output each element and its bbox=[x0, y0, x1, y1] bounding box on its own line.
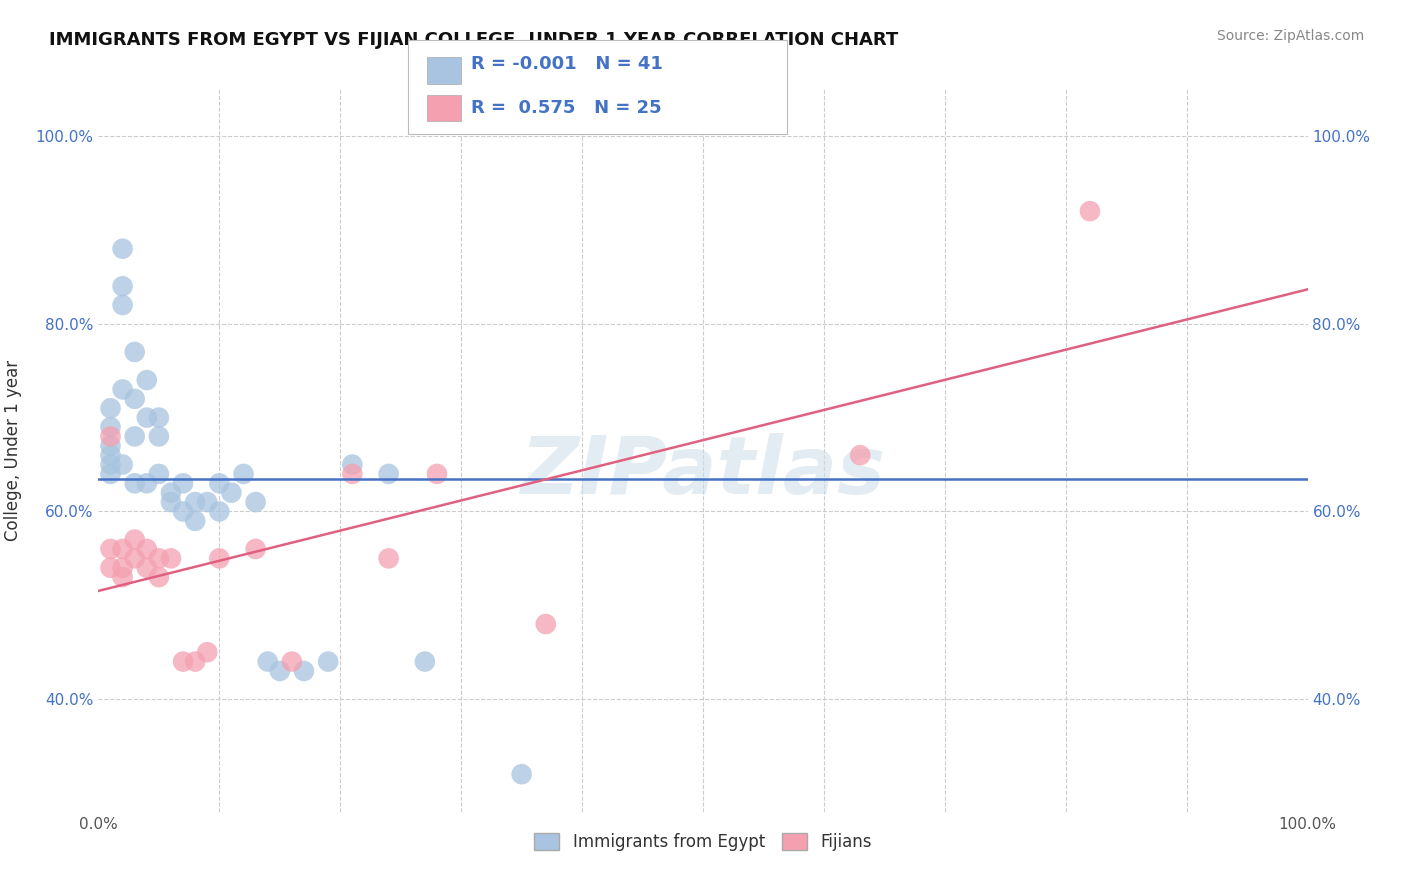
Point bbox=[135, 410, 157, 425]
Point bbox=[316, 655, 339, 669]
Point bbox=[100, 467, 122, 481]
Point bbox=[426, 467, 449, 481]
Point bbox=[124, 429, 146, 443]
Point bbox=[534, 617, 557, 632]
Point bbox=[221, 485, 243, 500]
Point bbox=[111, 570, 134, 584]
Point bbox=[111, 458, 134, 472]
Point bbox=[208, 504, 231, 518]
Point bbox=[111, 560, 134, 574]
Point bbox=[148, 467, 170, 481]
Point bbox=[124, 551, 146, 566]
Point bbox=[100, 401, 122, 416]
Point bbox=[195, 495, 218, 509]
Point bbox=[292, 664, 315, 678]
Point bbox=[413, 655, 436, 669]
Point bbox=[100, 429, 122, 443]
Point bbox=[111, 298, 134, 312]
Text: R = -0.001   N = 41: R = -0.001 N = 41 bbox=[471, 55, 662, 73]
Point bbox=[100, 448, 122, 462]
Point bbox=[849, 448, 872, 462]
Point bbox=[148, 570, 170, 584]
Point bbox=[100, 458, 122, 472]
Point bbox=[111, 541, 134, 556]
Point bbox=[100, 439, 122, 453]
Point bbox=[195, 645, 218, 659]
Point bbox=[135, 560, 157, 574]
Point bbox=[172, 476, 194, 491]
Point bbox=[100, 541, 122, 556]
Point bbox=[377, 551, 399, 566]
Point bbox=[100, 420, 122, 434]
Point bbox=[269, 664, 291, 678]
Legend: Immigrants from Egypt, Fijians: Immigrants from Egypt, Fijians bbox=[527, 826, 879, 857]
Text: Source: ZipAtlas.com: Source: ZipAtlas.com bbox=[1216, 29, 1364, 43]
Point bbox=[208, 476, 231, 491]
Point bbox=[172, 655, 194, 669]
Point bbox=[184, 495, 207, 509]
Point bbox=[245, 541, 267, 556]
Point bbox=[148, 410, 170, 425]
Point bbox=[148, 551, 170, 566]
Text: R =  0.575   N = 25: R = 0.575 N = 25 bbox=[471, 99, 662, 117]
Point bbox=[148, 429, 170, 443]
Point bbox=[208, 551, 231, 566]
Point bbox=[184, 514, 207, 528]
Point bbox=[124, 533, 146, 547]
Point bbox=[232, 467, 254, 481]
Point bbox=[135, 541, 157, 556]
Point bbox=[245, 495, 267, 509]
Point bbox=[135, 373, 157, 387]
Point bbox=[111, 242, 134, 256]
Point bbox=[281, 655, 304, 669]
Point bbox=[256, 655, 278, 669]
Point bbox=[124, 476, 146, 491]
Text: ZIPatlas: ZIPatlas bbox=[520, 434, 886, 511]
Point bbox=[342, 467, 364, 481]
Point bbox=[100, 560, 122, 574]
Y-axis label: College, Under 1 year: College, Under 1 year bbox=[4, 359, 21, 541]
Point bbox=[1078, 204, 1101, 219]
Point bbox=[172, 504, 194, 518]
Point bbox=[111, 279, 134, 293]
Point bbox=[124, 345, 146, 359]
Point bbox=[111, 383, 134, 397]
Point bbox=[342, 458, 364, 472]
Point bbox=[160, 485, 183, 500]
Point bbox=[160, 551, 183, 566]
Point bbox=[124, 392, 146, 406]
Point bbox=[160, 495, 183, 509]
Point bbox=[135, 476, 157, 491]
Point bbox=[510, 767, 533, 781]
Point bbox=[377, 467, 399, 481]
Point bbox=[184, 655, 207, 669]
Text: IMMIGRANTS FROM EGYPT VS FIJIAN COLLEGE, UNDER 1 YEAR CORRELATION CHART: IMMIGRANTS FROM EGYPT VS FIJIAN COLLEGE,… bbox=[49, 31, 898, 49]
